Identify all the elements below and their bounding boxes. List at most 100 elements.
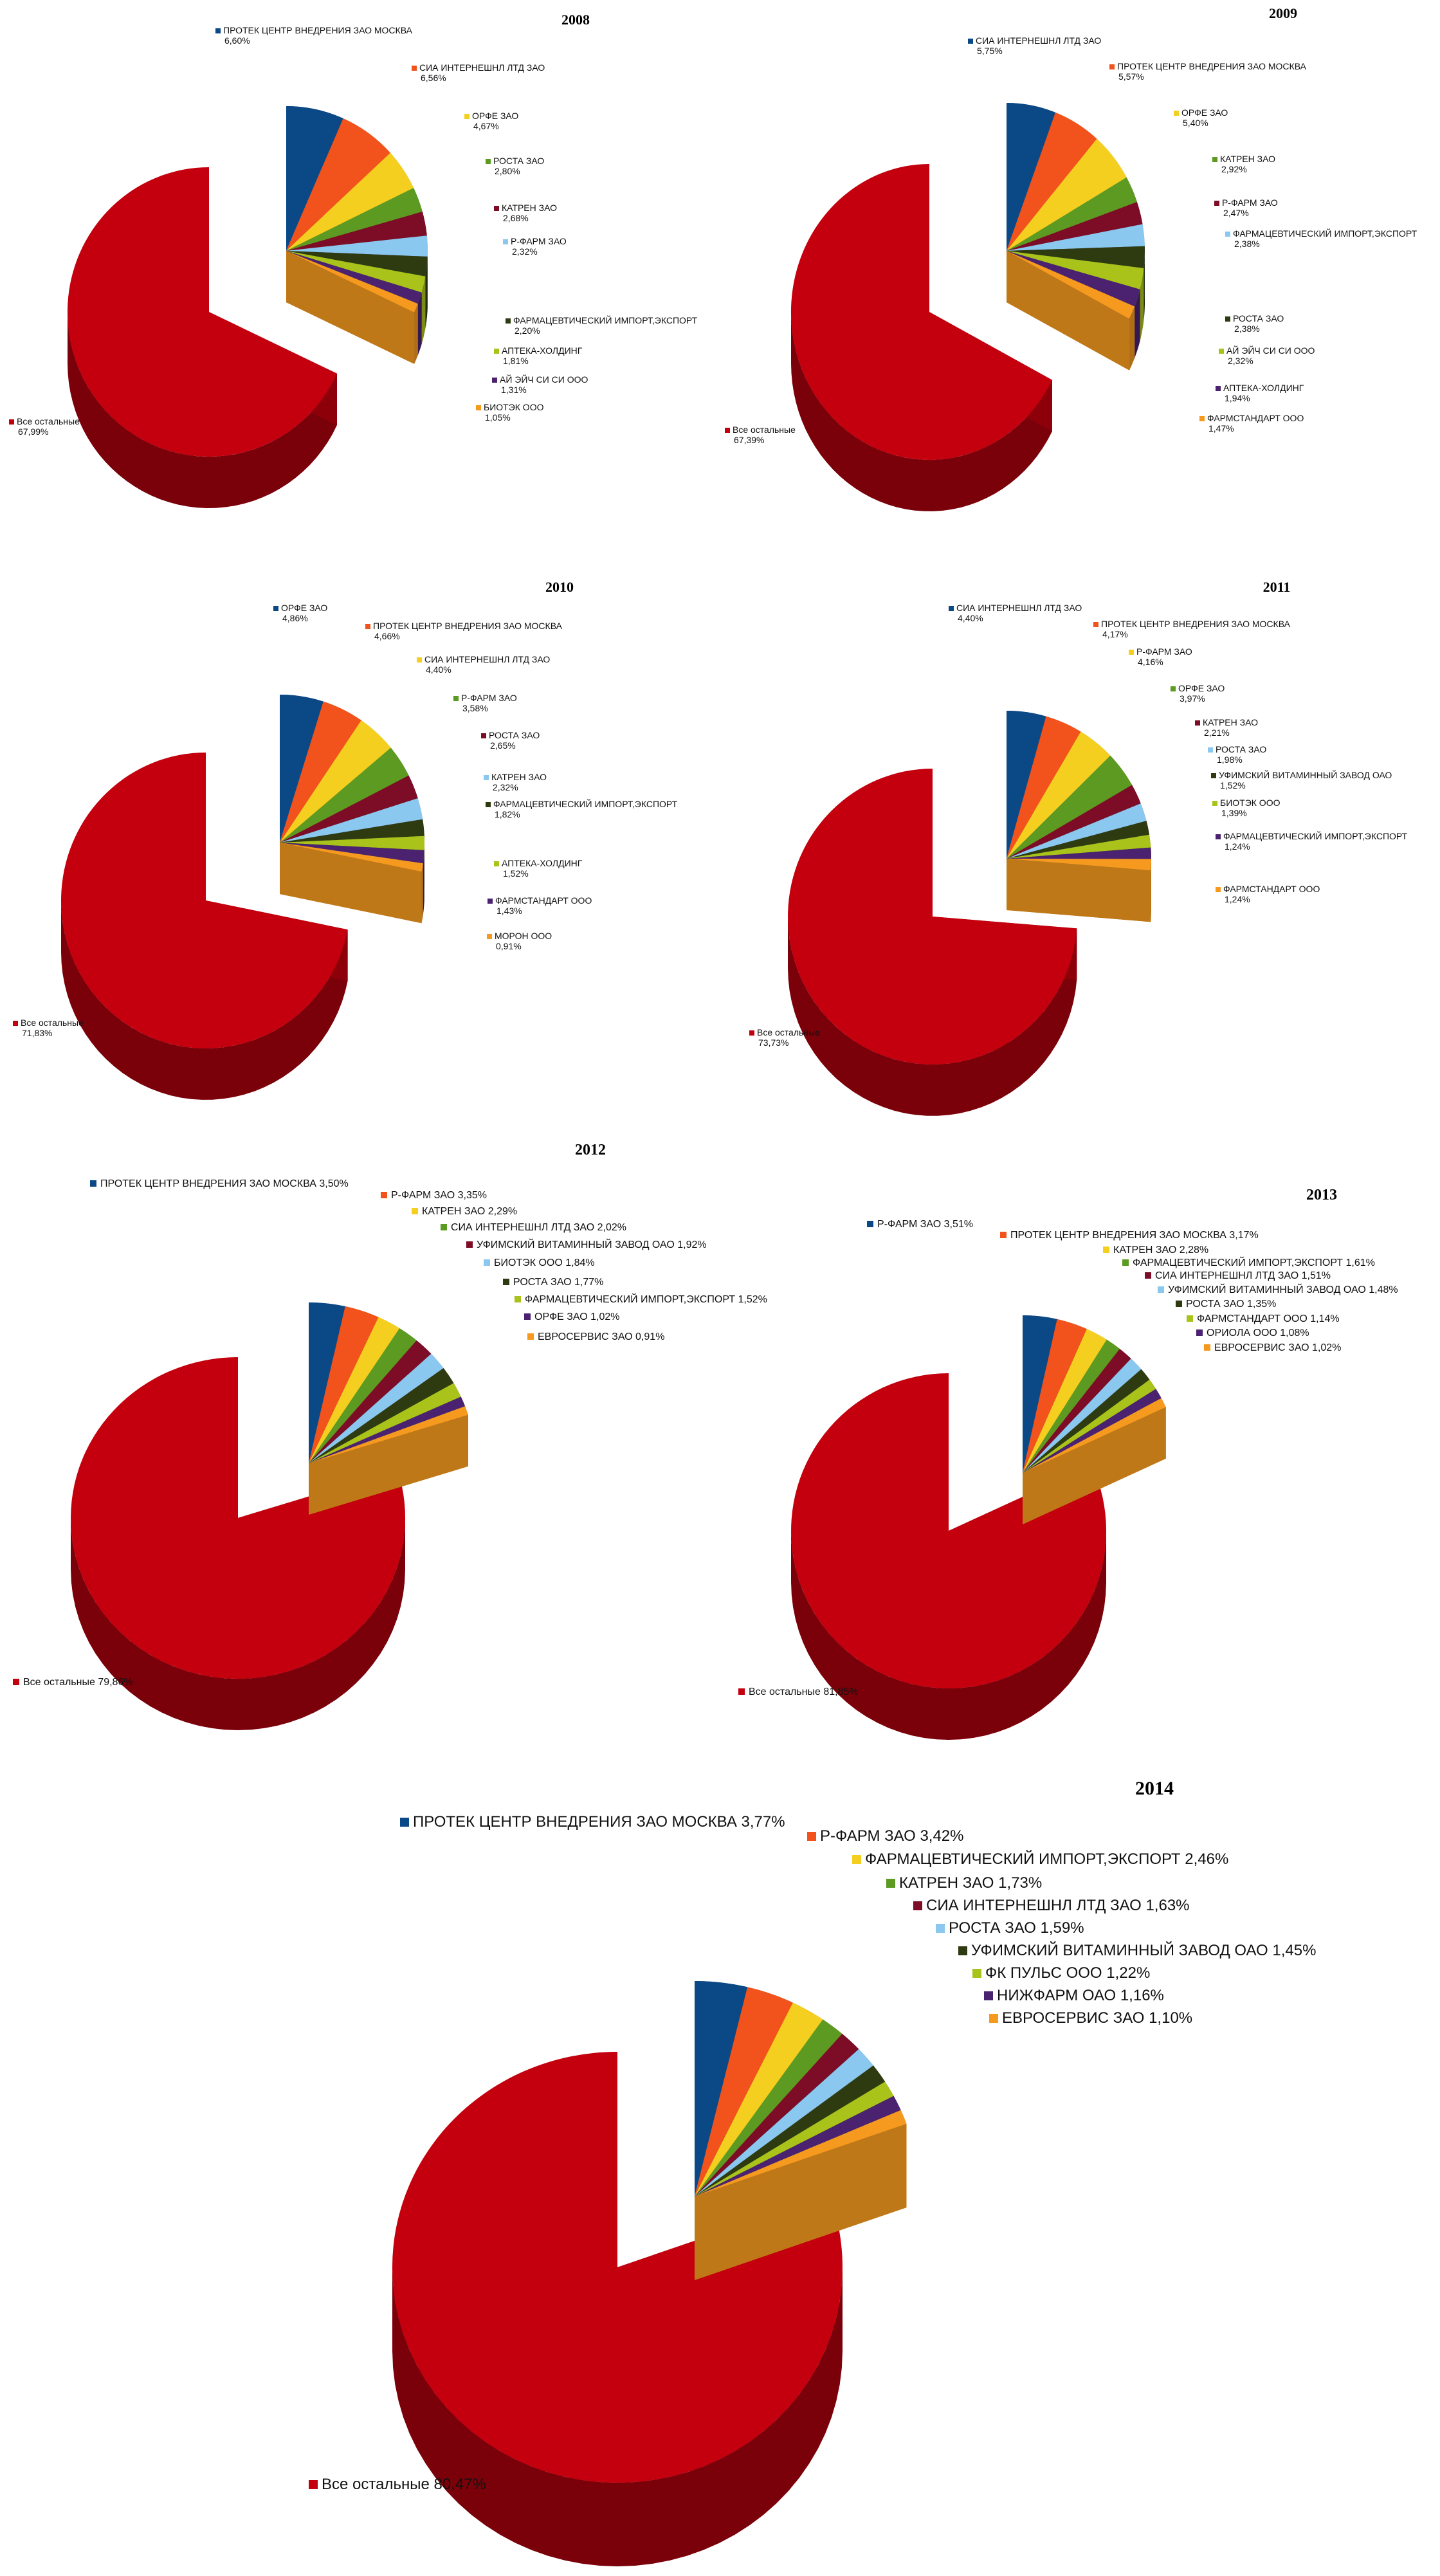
legend-label: ФАРМАЦЕВТИЧЕСКИЙ ИМПОРТ,ЭКСПОРТ 2,46% xyxy=(865,1850,1228,1868)
legend-item: ОРФЕ ЗАО 1,02% xyxy=(524,1311,619,1322)
legend-swatch xyxy=(466,1241,473,1248)
legend-swatch xyxy=(1195,720,1200,726)
legend-swatch xyxy=(13,1679,19,1685)
legend-label: ОРФЕ ЗАО xyxy=(281,603,327,613)
legend-label: КАТРЕН ЗАО xyxy=(502,203,557,213)
legend-label: РОСТА ЗАО xyxy=(1233,313,1284,324)
legend-swatch xyxy=(1212,157,1217,162)
legend-swatch xyxy=(494,861,499,866)
legend-label: ФАРМАЦЕВТИЧЕСКИЙ ИМПОРТ,ЭКСПОРТ 1,61% xyxy=(1133,1256,1375,1268)
legend-label: УФИМСКИЙ ВИТАМИННЫЙ ЗАВОД ОАО xyxy=(1219,769,1392,780)
legend-swatch xyxy=(1174,111,1179,116)
legend-label: АПТЕКА-ХОЛДИНГ xyxy=(502,345,583,356)
legend-label: ПРОТЕК ЦЕНТР ВНЕДРЕНИЯ ЗАО МОСКВА 3,17% xyxy=(1010,1230,1259,1241)
legend-label: Р-ФАРМ ЗАО xyxy=(461,693,517,703)
legend-label: ЕВРОСЕРВИС ЗАО 1,02% xyxy=(1214,1342,1341,1353)
legend-item: Р-ФАРМ ЗАО 3,51% xyxy=(867,1219,973,1230)
legend-item: ФАРМАЦЕВТИЧЕСКИЙ ИМПОРТ,ЭКСПОРТ 2,46% xyxy=(852,1850,1228,1868)
legend-swatch xyxy=(506,318,511,324)
chart-title: 2009 xyxy=(1269,5,1297,21)
legend-label: Все остальные 79,86% xyxy=(23,1677,133,1688)
legend-value: 3,58% xyxy=(462,703,488,713)
legend-label: ФАРМАЦЕВТИЧЕСКИЙ ИМПОРТ,ЭКСПОРТ 1,52% xyxy=(525,1293,767,1305)
legend-label: ПРОТЕК ЦЕНТР ВНЕДРЕНИЯ ЗАО МОСКВА xyxy=(1117,61,1307,71)
legend-label: РОСТА ЗАО xyxy=(493,156,544,166)
legend-swatch xyxy=(886,1879,895,1888)
legend-label: АЙ ЭЙЧ СИ СИ ООО xyxy=(1226,345,1315,356)
legend-swatch xyxy=(725,428,730,433)
legend-item: УФИМСКИЙ ВИТАМИННЫЙ ЗАВОД ОАО 1,92% xyxy=(466,1238,707,1250)
legend-label: МОРОН ООО xyxy=(495,931,552,941)
legend-value: 2,47% xyxy=(1223,208,1249,218)
legend-swatch xyxy=(807,1832,816,1841)
legend-swatch xyxy=(1103,1247,1109,1253)
legend-swatch xyxy=(738,1688,745,1695)
legend-label: СИА ИНТЕРНЕШНЛ ЛТД ЗАО xyxy=(419,62,545,73)
legend-item: УФИМСКИЙ ВИТАМИННЫЙ ЗАВОД ОАО 1,48% xyxy=(1158,1283,1398,1295)
legend-item: ФК ПУЛЬС ООО 1,22% xyxy=(972,1964,1150,1982)
legend-value: 1,82% xyxy=(495,809,520,819)
legend-swatch xyxy=(486,159,491,164)
legend-value: 71,83% xyxy=(22,1028,52,1038)
legend-value: 4,86% xyxy=(282,613,308,623)
legend-value: 4,17% xyxy=(1102,629,1128,639)
legend-item: ЕВРОСЕРВИС ЗАО 1,02% xyxy=(1204,1342,1341,1353)
legend-label: СИА ИНТЕРНЕШНЛ ЛТД ЗАО 1,63% xyxy=(926,1897,1190,1914)
legend-label: БИОТЭК ООО 1,84% xyxy=(494,1257,595,1268)
legend-value: 5,57% xyxy=(1118,71,1144,82)
legend-swatch xyxy=(494,206,499,211)
legend-swatch xyxy=(464,114,469,119)
legend-label: АПТЕКА-ХОЛДИНГ xyxy=(1223,383,1304,393)
legend-swatch xyxy=(1158,1286,1164,1293)
legend-label: УФИМСКИЙ ВИТАМИННЫЙ ЗАВОД ОАО 1,48% xyxy=(1168,1283,1398,1295)
legend-item: РОСТА ЗАО 1,77% xyxy=(503,1277,603,1288)
legend-label: Р-ФАРМ ЗАО xyxy=(1222,197,1278,208)
legend-swatch xyxy=(1225,232,1230,237)
legend-label: ПРОТЕК ЦЕНТР ВНЕДРЕНИЯ ЗАО МОСКВА xyxy=(373,621,563,631)
legend-value: 1,94% xyxy=(1225,393,1250,403)
legend-label: БИОТЭК ООО xyxy=(484,402,544,412)
legend-value: 2,65% xyxy=(490,740,516,751)
legend-swatch xyxy=(487,934,492,939)
legend-value: 1,52% xyxy=(503,868,529,879)
legend-label: ФАРМСТАНДАРТ ООО xyxy=(1207,413,1304,423)
legend-value: 67,39% xyxy=(734,435,764,445)
legend-item: ФАРМАЦЕВТИЧЕСКИЙ ИМПОРТ,ЭКСПОРТ 1,52% xyxy=(515,1293,767,1305)
legend-swatch xyxy=(309,2480,318,2489)
legend-item: СИА ИНТЕРНЕШНЛ ЛТД ЗАО 1,51% xyxy=(1145,1270,1331,1281)
legend-swatch xyxy=(365,624,370,629)
legend-label: ФАРМСТАНДАРТ ООО 1,14% xyxy=(1197,1313,1340,1324)
legend-label: УФИМСКИЙ ВИТАМИННЫЙ ЗАВОД ОАО 1,45% xyxy=(971,1941,1316,1959)
pie-slice-side xyxy=(414,304,418,364)
legend-value: 2,32% xyxy=(1228,356,1253,366)
legend-value: 4,40% xyxy=(958,613,983,623)
legend-swatch xyxy=(481,733,486,738)
legend-label: КАТРЕН ЗАО 1,73% xyxy=(899,1874,1042,1892)
legend-swatch xyxy=(1122,1259,1129,1266)
legend-swatch xyxy=(1145,1272,1151,1279)
legend-swatch xyxy=(515,1296,521,1302)
legend-item-rest: Все остальные 81,85% xyxy=(738,1686,859,1697)
legend-item: БИОТЭК ООО 1,84% xyxy=(484,1257,595,1268)
legend-swatch xyxy=(381,1192,387,1198)
legend-label: ОРФЕ ЗАО xyxy=(1181,107,1228,118)
legend-swatch xyxy=(412,1208,418,1214)
legend-value: 3,97% xyxy=(1180,693,1205,704)
legend-value: 1,98% xyxy=(1217,754,1243,765)
